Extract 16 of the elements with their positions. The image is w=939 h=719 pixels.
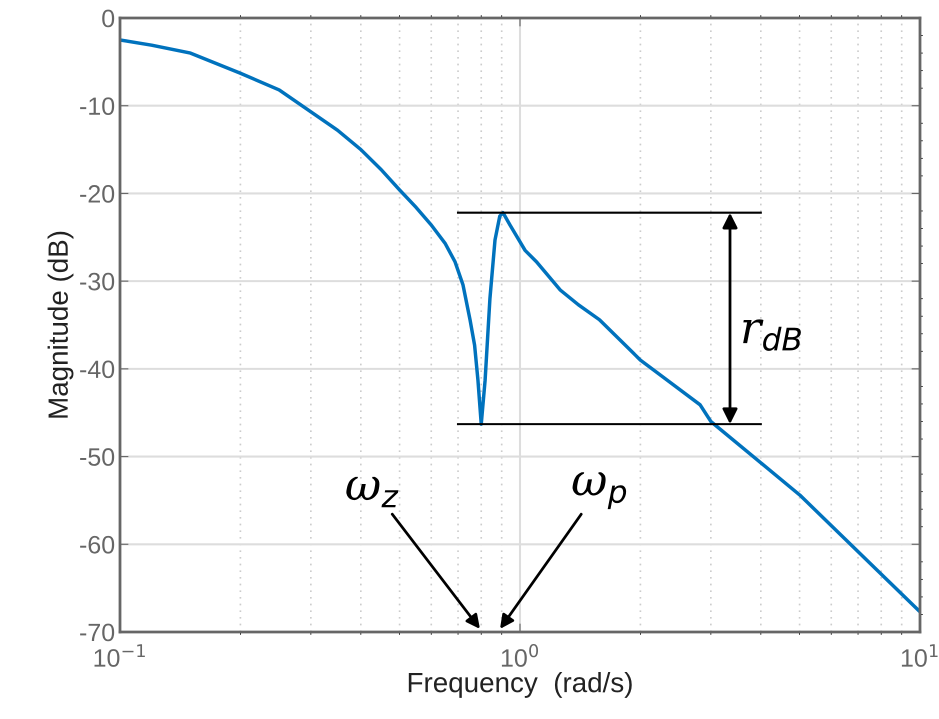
y-tick-label: -50: [80, 448, 114, 466]
annotation: r$_{dB}$: [743, 319, 801, 351]
x-tick-label: 10$^{1}$: [902, 644, 938, 667]
x-tick-label: 10$^{−1}$: [94, 644, 145, 667]
annotation: ω$_{p}$: [572, 472, 626, 510]
y-tick-label: -40: [80, 360, 114, 378]
annotation: ω$_{z}$: [346, 476, 398, 508]
y-tick-label: 0: [102, 10, 114, 28]
y-tick-label: -10: [80, 97, 114, 116]
x-tick-label: 10$^{0}$: [502, 644, 538, 667]
y-tick-label: -30: [80, 272, 114, 290]
y-tick-label: -20: [80, 185, 114, 203]
y-tick-label: -60: [80, 536, 114, 554]
y-axis-title: Magnitude (dB): [48, 232, 74, 418]
x-axis-title: Frequency (rad/s): [408, 672, 632, 698]
y-tick-label: -70: [80, 624, 114, 642]
